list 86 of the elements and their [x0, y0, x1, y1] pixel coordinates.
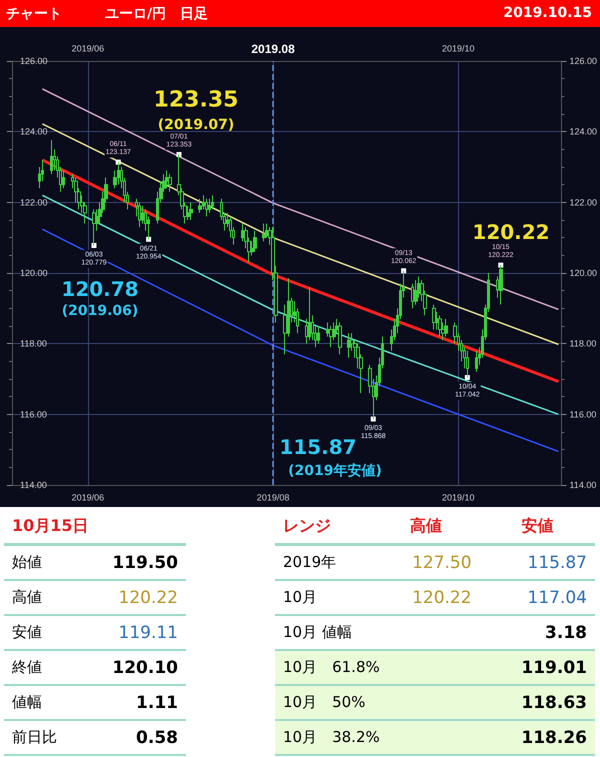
candlestick [432, 304, 436, 330]
candlestick [211, 194, 214, 210]
annotation: (2019年安値) [288, 462, 382, 479]
candlestick [317, 326, 320, 344]
y2-tick-label: 114.00 [569, 480, 596, 490]
text: 10月 50% [275, 685, 480, 720]
candlestick [138, 202, 141, 228]
candlestick [438, 314, 442, 338]
x2-tick-label: 2019/10 [442, 44, 475, 54]
text: 前日比 [4, 720, 82, 755]
x-tick-label: 2019/06 [72, 492, 104, 502]
text: 127.50 [372, 544, 480, 580]
chart-subtitle: ユーロ/円 日足 [105, 5, 208, 23]
text: 115.87 [480, 544, 595, 580]
text: 0.58 [82, 720, 186, 755]
y-tick-label: 126.00 [20, 56, 48, 66]
x-tick-label: 2019/08 [256, 492, 290, 502]
text: 3.18 [480, 615, 595, 650]
candlestick [253, 230, 257, 252]
candlestick [475, 350, 478, 372]
y-tick-label: 124.00 [20, 126, 48, 137]
text: 117.04 [480, 580, 595, 615]
candlestick [414, 280, 418, 306]
y-tick-label: 122.00 [20, 197, 48, 208]
candlestick [198, 198, 202, 214]
text: 値幅 [4, 685, 82, 720]
text: 120.22 [82, 580, 186, 615]
candlestick [92, 208, 96, 246]
x-tick-label: 2019/10 [442, 492, 475, 502]
candlestick [338, 322, 342, 355]
candlestick [347, 332, 351, 358]
candlestick [499, 264, 503, 305]
annotation: (2019.07) [158, 117, 234, 133]
text: 安値 [4, 615, 82, 650]
text: 118.63 [480, 685, 595, 720]
y-tick-label: 118.00 [20, 338, 47, 349]
text: 高値 [372, 510, 480, 544]
y2-tick-label: 120.00 [569, 268, 598, 278]
candlestick [208, 198, 211, 214]
candlestick [308, 286, 311, 341]
y-tick-label: 116.00 [20, 409, 47, 420]
text: 120.10 [82, 650, 186, 685]
candlestick [205, 198, 208, 217]
text: 120.22 [372, 580, 480, 615]
text: 2019年 [275, 544, 373, 580]
candlestick [186, 205, 190, 220]
candlestick [50, 140, 53, 175]
candlestick [62, 170, 65, 189]
text: 118.26 [480, 720, 595, 755]
text: 119.01 [480, 650, 595, 685]
text: 始値 [4, 544, 82, 580]
annotation: 120.78 [61, 277, 139, 301]
text: レンジ [275, 510, 373, 544]
text: 10月 61.8% [275, 650, 480, 685]
candlestick [165, 170, 169, 189]
annotation: 123.35 [154, 88, 238, 112]
annotation: 120.22 [472, 220, 550, 244]
text: 安値 [480, 510, 595, 544]
candlestick [189, 202, 193, 220]
text: 10月15日 [4, 510, 186, 544]
text: 1.11 [82, 685, 186, 720]
annotation: (2019.06) [62, 303, 138, 319]
candlestick [168, 174, 172, 192]
text: 119.50 [82, 544, 186, 580]
y2-tick-label: 118.00 [569, 338, 596, 349]
candlestick [262, 223, 266, 242]
ref-line-label: 2019.08 [251, 42, 296, 56]
text: 10月 38.2% [275, 720, 480, 755]
text: 2019.10.15 [503, 5, 592, 21]
candlestick [329, 326, 333, 348]
y-tick-label: 114.00 [20, 480, 47, 490]
candlestick [411, 283, 414, 309]
text: 終値 [4, 650, 82, 685]
y2-tick-label: 126.00 [569, 56, 598, 66]
annotation: 115.87 [279, 435, 357, 459]
text: 119.11 [82, 615, 186, 650]
text: 10月 値幅 [275, 615, 480, 650]
chart-title: チャート [6, 5, 62, 23]
y-tick-label: 120.00 [20, 268, 48, 278]
y2-tick-label: 122.00 [569, 197, 598, 208]
text: 高値 [4, 580, 82, 615]
y2-tick-label: 124.00 [569, 126, 598, 137]
x2-tick-label: 2019/06 [72, 44, 104, 54]
text: 10月 [275, 580, 373, 615]
candlestick [444, 318, 448, 338]
y2-tick-label: 116.00 [569, 409, 596, 420]
